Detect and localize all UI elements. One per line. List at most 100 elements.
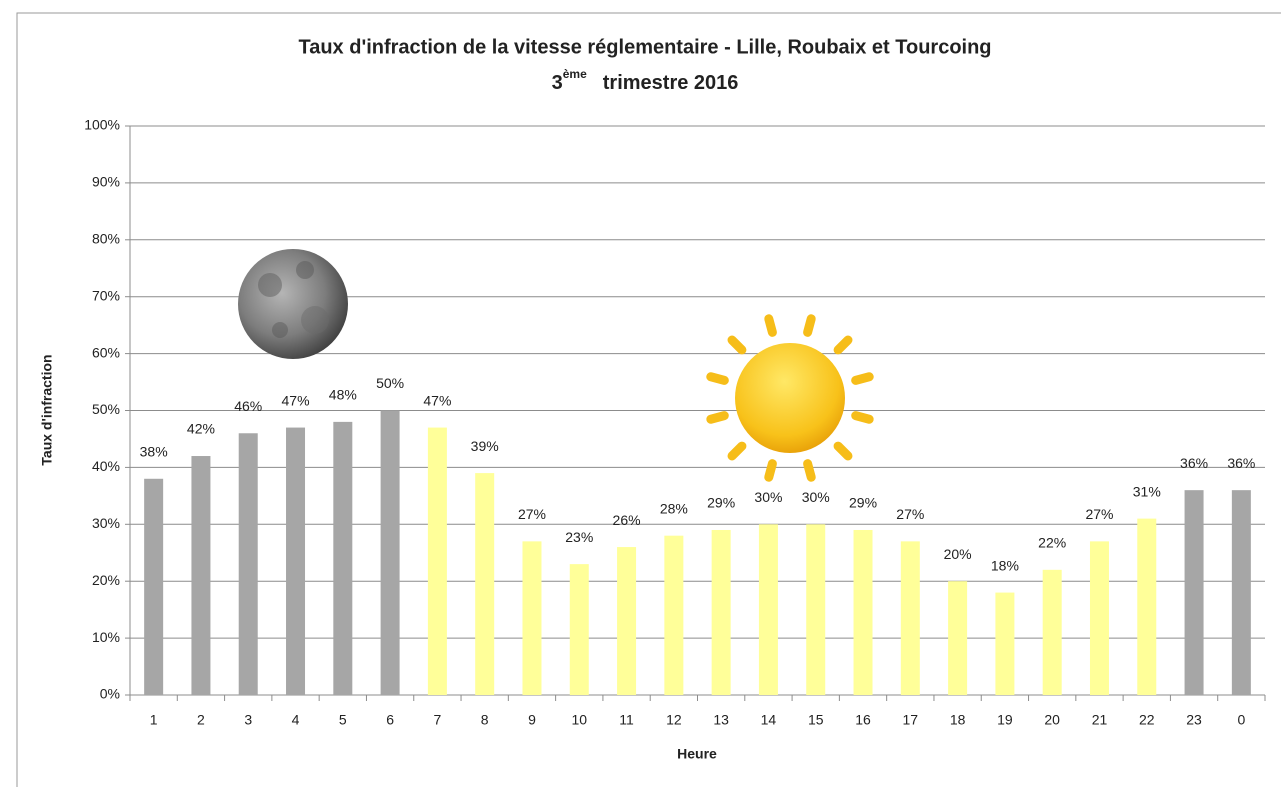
bar [238, 433, 258, 695]
x-tick-label: 23 [1186, 712, 1202, 728]
data-label: 30% [754, 489, 782, 505]
data-label: 36% [1180, 455, 1208, 471]
data-label: 50% [376, 375, 404, 391]
bar [711, 529, 731, 695]
chart-title: Taux d'infraction de la vitesse réglemen… [298, 36, 991, 58]
y-tick-label: 60% [92, 344, 120, 360]
x-tick-label: 13 [713, 712, 729, 728]
sun-ray [727, 335, 747, 355]
data-label: 31% [1133, 483, 1161, 499]
bar [664, 535, 684, 695]
data-label: 27% [1085, 506, 1113, 522]
x-tick-label: 10 [571, 712, 587, 728]
bar [617, 547, 637, 695]
chart-frame [16, 12, 1281, 787]
data-label: 20% [944, 546, 972, 562]
bar [1089, 541, 1109, 695]
data-label: 46% [234, 398, 262, 414]
sun-ray [851, 372, 874, 385]
y-tick-label: 50% [92, 401, 120, 417]
data-label: 29% [849, 495, 877, 511]
bar [333, 421, 353, 695]
bar [758, 524, 778, 695]
y-tick-label: 100% [84, 117, 120, 133]
x-tick-label: 19 [997, 712, 1013, 728]
sun-icon [706, 314, 874, 482]
data-label: 26% [613, 512, 641, 528]
y-axis-label: Taux d'infraction [39, 354, 55, 465]
bar [191, 456, 211, 695]
bar [522, 541, 542, 695]
data-label: 38% [140, 443, 168, 459]
bar [144, 478, 164, 695]
x-tick-label: 0 [1237, 712, 1245, 728]
data-label: 29% [707, 495, 735, 511]
x-tick-label: 14 [761, 712, 777, 728]
x-axis-label: Heure [677, 746, 717, 762]
bar [427, 427, 447, 695]
sun-ray [803, 459, 816, 482]
x-tick-label: 3 [244, 712, 252, 728]
bar [900, 541, 920, 695]
data-label: 18% [991, 557, 1019, 573]
sun-ray [833, 441, 853, 461]
bar [1184, 490, 1204, 695]
sun-ray [706, 372, 729, 385]
sun-ray [764, 314, 777, 337]
data-label: 48% [329, 387, 357, 403]
data-label: 27% [896, 506, 924, 522]
data-label: 39% [471, 438, 499, 454]
bar [806, 524, 826, 695]
x-tick-label: 7 [433, 712, 441, 728]
sun-ray [706, 411, 729, 424]
bar [1137, 518, 1157, 695]
x-tick-label: 21 [1092, 712, 1108, 728]
bar [286, 427, 306, 695]
x-tick-label: 5 [339, 712, 347, 728]
x-tick-label: 20 [1044, 712, 1060, 728]
x-tick-label: 17 [903, 712, 919, 728]
bar [569, 564, 589, 695]
moon-icon [238, 249, 348, 359]
x-tick-label: 8 [481, 712, 489, 728]
x-tick-label: 16 [855, 712, 871, 728]
bar [948, 581, 968, 695]
x-tick-label: 6 [386, 712, 394, 728]
bar [380, 410, 400, 695]
x-tick-label: 9 [528, 712, 536, 728]
data-label: 27% [518, 506, 546, 522]
subtitle-text: trimestre 2016 [603, 72, 739, 94]
data-label: 30% [802, 489, 830, 505]
bar [1042, 569, 1062, 695]
sun-ray [727, 441, 747, 461]
y-tick-label: 70% [92, 287, 120, 303]
y-tick-label: 30% [92, 515, 120, 531]
subtitle-superscript: ème [563, 67, 587, 81]
x-tick-label: 11 [619, 712, 634, 728]
x-tick-label: 1 [150, 712, 158, 728]
sun-ray [764, 459, 777, 482]
y-tick-label: 90% [92, 174, 120, 190]
bar [853, 529, 873, 695]
x-tick-label: 12 [666, 712, 682, 728]
sun-ray [851, 411, 874, 424]
x-tick-label: 4 [292, 712, 300, 728]
data-label: 47% [282, 392, 310, 408]
x-tick-label: 15 [808, 712, 824, 728]
plot-area: 0%10%20%30%40%50%60%70%80%90%100%138%242… [84, 117, 1266, 728]
sun-ray [803, 314, 816, 337]
y-tick-label: 80% [92, 231, 120, 247]
data-label: 28% [660, 500, 688, 516]
data-label: 47% [423, 392, 451, 408]
y-tick-label: 20% [92, 572, 120, 588]
data-label: 42% [187, 421, 215, 437]
data-label: 22% [1038, 535, 1066, 551]
y-tick-label: 0% [100, 686, 120, 702]
bar [1231, 490, 1251, 695]
bar [995, 592, 1015, 695]
subtitle-number: 3 [552, 72, 563, 94]
y-tick-label: 10% [92, 629, 120, 645]
chart-subtitle: 3ème trimestre 2016 [552, 67, 739, 94]
sun-ray [833, 335, 853, 355]
